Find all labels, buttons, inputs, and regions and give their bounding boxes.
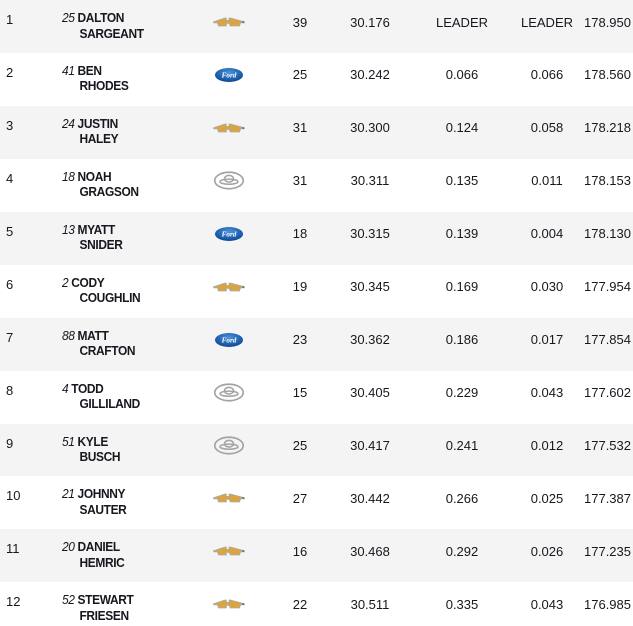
svg-text:Ford: Ford [222, 336, 237, 344]
svg-text:Ford: Ford [222, 230, 237, 238]
svg-text:Ford: Ford [222, 72, 237, 80]
